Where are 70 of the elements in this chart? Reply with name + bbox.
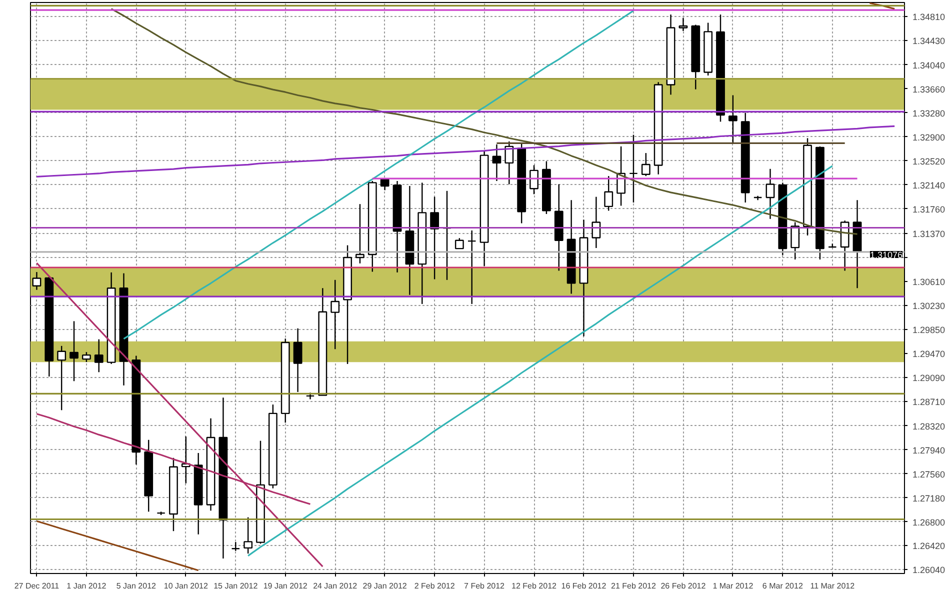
candlestick (641, 152, 650, 177)
x-tick-label: 5 Jan 2012 (116, 582, 157, 590)
y-tick-label: 1.30230 (912, 300, 946, 311)
candlestick (293, 328, 302, 393)
candlestick (492, 144, 502, 182)
candlestick (70, 320, 78, 382)
candlestick (790, 222, 800, 260)
ref-line-label: 1.31076 (870, 250, 903, 260)
line-series (36, 125, 896, 178)
candlestick (678, 17, 688, 32)
y-tick-label: 1.27560 (912, 469, 946, 480)
x-tick-label: 12 Feb 2012 (512, 582, 558, 590)
x-tick-label: 21 Feb 2012 (611, 582, 656, 590)
candlestick (430, 196, 440, 280)
x-tick-label: 26 Feb 2012 (660, 582, 706, 590)
line-series (247, 165, 834, 557)
candlestick (766, 168, 775, 220)
candlestick (504, 140, 514, 185)
x-tick-label: 15 Jan 2012 (214, 582, 258, 590)
candlestick (57, 345, 66, 411)
y-tick-label: 1.31760 (912, 204, 946, 214)
y-tick-label: 1.28320 (912, 421, 946, 432)
y-tick-label: 1.34040 (912, 60, 946, 70)
x-tick-label: 29 Jan 2012 (362, 582, 408, 590)
x-tick-label: 10 Jan 2012 (164, 582, 208, 590)
x-tick-label: 7 Feb 2012 (464, 582, 506, 590)
y-tick-label: 1.26800 (912, 517, 946, 528)
candlestick (32, 271, 42, 290)
y-tick-label: 1.32140 (912, 180, 946, 190)
y-tick-label: 1.31370 (912, 228, 946, 239)
x-tick-label: 19 Jan 2012 (263, 582, 308, 590)
candlestick (82, 352, 91, 363)
x-tick-label: 1 Mar 2012 (712, 582, 754, 590)
x-tick-label: 1 Jan 2012 (66, 582, 107, 590)
y-tick-label: 1.34810 (912, 12, 946, 22)
candlestick (753, 195, 762, 201)
y-tick-label: 1.34430 (912, 36, 946, 46)
candlestick (330, 279, 340, 350)
y-tick-label: 1.27940 (912, 445, 946, 456)
candlestick (728, 94, 738, 144)
line-series (36, 520, 200, 572)
x-tick-label: 11 Mar 2012 (810, 582, 856, 590)
candlestick (356, 203, 364, 264)
y-tick-label: 1.28710 (912, 396, 946, 407)
y-tick-label: 1.29470 (912, 348, 946, 359)
y-tick-label: 1.32520 (912, 156, 946, 166)
x-tick-label: 6 Mar 2012 (762, 582, 804, 590)
candlestick (467, 230, 476, 305)
y-tick-label: 1.30610 (912, 276, 946, 287)
line-series (122, 10, 634, 340)
x-tick-label: 16 Feb 2012 (561, 582, 607, 590)
y-tick-label: 1.26040 (912, 565, 946, 576)
x-tick-label: 24 Jan 2012 (313, 582, 358, 590)
x-tick-label: 27 Dec 2011 (14, 582, 60, 590)
y-tick-label: 1.33280 (912, 108, 946, 118)
y-tick-label: 1.26420 (912, 541, 946, 552)
candlestick (244, 516, 253, 554)
y-tick-label: 1.29850 (912, 324, 946, 335)
candlestick (629, 134, 638, 204)
y-tick-label: 1.27180 (912, 493, 946, 504)
y-tick-label: 1.33660 (912, 84, 946, 94)
candlestick (442, 190, 452, 281)
y-tick-label: 1.29090 (912, 372, 946, 383)
candlestick (94, 338, 104, 373)
y-tick-label: 1.32900 (912, 132, 946, 142)
candlestick (592, 196, 601, 249)
line-series (36, 262, 324, 568)
candlestick (604, 175, 614, 212)
x-tick-label: 2 Feb 2012 (414, 582, 456, 590)
candlestick (454, 237, 464, 250)
